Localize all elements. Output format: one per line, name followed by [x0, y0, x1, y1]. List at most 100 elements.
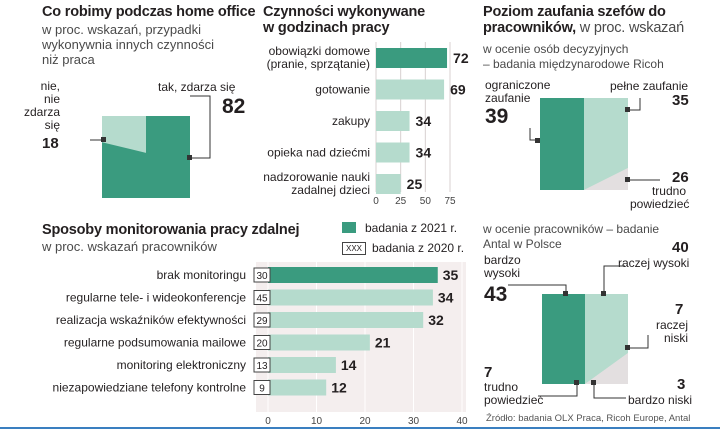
category-label: zakupy — [332, 114, 370, 128]
value-box-2020 — [253, 380, 271, 395]
bar — [376, 48, 448, 68]
bar — [376, 79, 445, 100]
trust-full-value: 35 — [672, 92, 689, 109]
data-label-2020: 29 — [256, 316, 268, 327]
x-tick-label: 0 — [265, 416, 271, 427]
trust-limited-value: 39 — [485, 105, 509, 128]
activities-title: Czynności wykonywane w godzinach pracy — [263, 4, 425, 36]
category-label: nadzorowanie nauki zadalnej dzieci — [263, 170, 370, 197]
data-label-2020: 9 — [259, 384, 265, 395]
bar — [376, 111, 410, 131]
employees-hard-label: trudno powiedzieć — [484, 380, 544, 407]
pie-slice-yes — [102, 116, 190, 198]
category-label: brak monitoringu — [157, 268, 246, 282]
employees-rather-high-value: 40 — [672, 239, 689, 256]
home-office-yes-value: 82 — [222, 95, 246, 118]
marker-yes — [187, 155, 192, 160]
bar-2021 — [268, 334, 370, 351]
source-note: Źródło: badania OLX Praca, Ricoh Europe,… — [486, 413, 691, 424]
data-label-2021: 32 — [428, 312, 444, 328]
home-office-yes-label: tak, zdarza się — [158, 80, 236, 94]
employees-rather-low-label: raczej niski — [655, 318, 688, 345]
employees-very-low-label: bardzo niski — [628, 393, 693, 407]
category-label: monitoring elektroniczny — [117, 358, 246, 372]
bar-2021 — [268, 379, 327, 396]
x-tick-label: 40 — [456, 416, 468, 427]
category-label: realizacja wskaźników efektywności — [56, 313, 246, 327]
leader-line-yes — [190, 95, 211, 159]
home-office-no-value: 18 — [42, 135, 59, 152]
value-box-2020 — [253, 267, 271, 283]
value-box-2020 — [253, 290, 271, 305]
bar — [376, 142, 410, 163]
trust-hard-label: trudno powiedzieć — [630, 184, 690, 211]
home-office-title: Co robimy podczas home office — [42, 4, 256, 20]
trust-subtitle: w ocenie osób decyzyjnych – badania międ… — [483, 42, 664, 71]
pie-slice-rather-high — [585, 294, 628, 384]
data-label-2021: 14 — [341, 357, 357, 373]
pie-slice-hard — [584, 168, 628, 190]
activities-bar-chart: 0 25 50 75 obowiązki domowe (pranie, sprzątan… — [263, 42, 469, 207]
pie-slice-very-high — [542, 294, 585, 384]
category-label: gotowanie — [315, 83, 370, 97]
pie-slice-full — [584, 98, 628, 190]
x-tick-label: 50 — [420, 196, 432, 207]
trust-limited-label: ograniczone zaufanie — [485, 78, 551, 105]
value-box-2020 — [253, 357, 271, 373]
employees-subtitle: w ocenie pracowników – badanie Antal w P… — [483, 222, 660, 251]
x-tick-label: 25 — [395, 196, 407, 207]
bar — [376, 174, 401, 194]
data-label: 69 — [450, 82, 466, 98]
data-label: 72 — [453, 50, 469, 66]
trust-title: Poziom zaufania szefów do pracowników, w… — [483, 4, 684, 36]
category-label: opieka nad dziećmi — [267, 146, 370, 160]
value-box-2020 — [253, 335, 271, 350]
pie-slice-limited — [540, 98, 584, 190]
category-label: obowiązki domowe (pranie, sprzątanie) — [267, 44, 371, 71]
home-office-no-label: nie, nie zdarza się — [23, 79, 60, 132]
data-label-2021: 21 — [375, 335, 391, 351]
data-label-2020: 13 — [256, 361, 268, 372]
monitoring-title: Sposoby monitorowania pracy zdalnej — [42, 222, 300, 238]
bar-2021 — [268, 289, 433, 306]
data-label: 34 — [416, 113, 432, 129]
marker-no — [101, 137, 106, 142]
employees-rather-high-label: raczej wysoki — [618, 256, 690, 270]
x-tick-label: 20 — [359, 416, 371, 427]
data-label: 25 — [407, 176, 423, 192]
employees-rather-low-value: 7 — [675, 301, 684, 318]
data-label-2020: 45 — [256, 294, 268, 305]
bar-2021 — [268, 267, 438, 283]
category-label: niezapowiedziane telefony kontrolne — [53, 381, 247, 395]
home-office-subtitle: w proc. wskazań, przypadki wykonywnia in… — [42, 22, 214, 67]
data-label-2020: 20 — [256, 339, 268, 350]
employees-very-low-value: 3 — [677, 376, 686, 393]
employees-very-high-label: bardzo wysoki — [484, 253, 521, 280]
monitoring-subtitle: w proc. wskazań pracowników — [42, 239, 217, 254]
trust-full-label: pełne zaufanie — [610, 79, 689, 93]
employees-very-high-value: 43 — [484, 283, 508, 306]
category-label: regularne tele- i wideokonferencje — [66, 291, 246, 305]
category-label: regularne podsumowania mailowe — [64, 336, 246, 350]
bar-2021 — [268, 357, 336, 373]
monitoring-bar-chart: 0 10 20 30 40 brak monitoringu 30 35 regularne t… — [53, 262, 468, 427]
pie-slice-rather-low — [585, 353, 628, 384]
data-label-2021: 34 — [438, 290, 454, 306]
bottom-rule — [0, 427, 720, 429]
data-label: 34 — [416, 145, 432, 161]
legend-2021-label: badania z 2021 r. — [365, 221, 458, 235]
legend-2020-label: badania z 2020 r. — [372, 241, 465, 255]
legend-2021-swatch — [342, 222, 356, 233]
x-tick-label: 0 — [373, 196, 379, 207]
data-label-2021: 12 — [331, 380, 347, 396]
legend-2020-marker: XXX — [342, 242, 366, 255]
data-label-2020: 30 — [256, 271, 268, 282]
trust-hard-value: 26 — [672, 169, 689, 186]
bar-2021 — [268, 312, 424, 328]
data-label-2021: 35 — [443, 267, 459, 283]
value-box-2020 — [253, 312, 271, 328]
x-tick-label: 75 — [444, 196, 456, 207]
